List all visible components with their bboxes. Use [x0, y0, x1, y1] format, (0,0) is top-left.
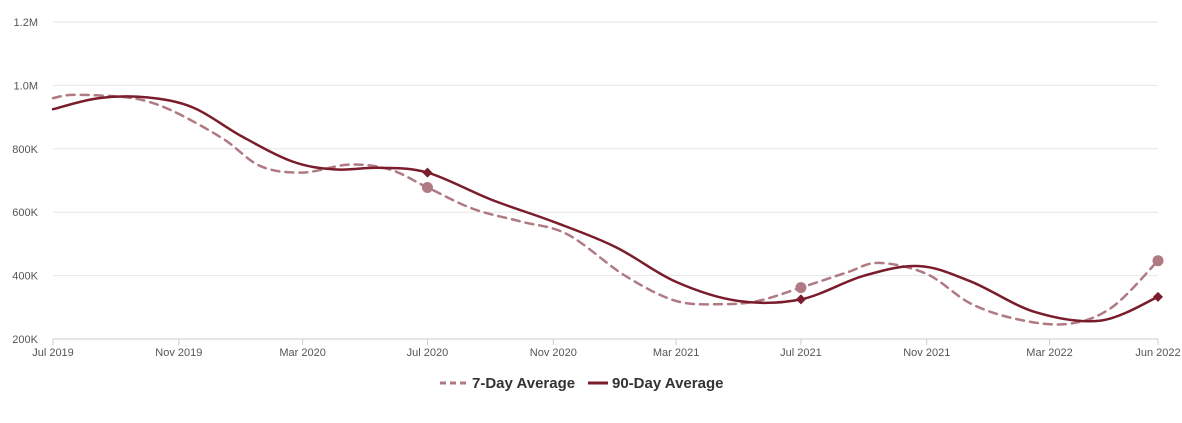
x-tick-label: Mar 2020: [279, 347, 325, 359]
x-tick-label: Jun 2022: [1135, 347, 1180, 359]
legend: 7-Day Average 90-Day Average: [440, 375, 723, 392]
point-marker-7-day-average[interactable]: [795, 282, 807, 294]
y-tick-label: 800K: [12, 144, 38, 156]
y-tick-label: 200K: [12, 334, 38, 346]
series-line-90-day-average[interactable]: [51, 95, 1160, 323]
y-tick-label: 600K: [12, 207, 38, 219]
x-tick-label: Nov 2020: [530, 347, 577, 359]
axes: 200K 400K 600K 800K 1.0M 1.2M Jul 2019 Nov 2019…: [12, 17, 1180, 359]
legend-item-90-day-average[interactable]: 90-Day Average: [588, 375, 723, 392]
legend-label-90-day-average: 90-Day Average: [612, 375, 723, 392]
x-tick-label: Mar 2022: [1026, 347, 1072, 359]
x-tick-label: Jul 2021: [780, 347, 822, 359]
legend-item-7-day-average[interactable]: 7-Day Average: [440, 375, 575, 392]
series-line-7-day-average[interactable]: [51, 93, 1160, 326]
x-tick-label: Jul 2019: [32, 347, 74, 359]
y-tick-label: 1.0M: [14, 80, 38, 92]
y-tick-label: 400K: [12, 271, 38, 283]
series-lines: [51, 93, 1160, 326]
point-marker-7-day-average[interactable]: [421, 181, 433, 193]
point-marker-90-day-average[interactable]: [1153, 291, 1163, 302]
legend-label-7-day-average: 7-Day Average: [472, 375, 575, 392]
point-marker-90-day-average[interactable]: [422, 167, 433, 178]
series-markers: [421, 167, 1164, 305]
x-tick-label: Nov 2019: [155, 347, 202, 359]
y-tick-label: 1.2M: [14, 17, 38, 29]
x-tick-label: Jul 2020: [407, 347, 449, 359]
point-marker-90-day-average[interactable]: [795, 294, 806, 305]
gridlines: [53, 21, 1158, 277]
x-tick-label: Nov 2021: [903, 347, 950, 359]
point-marker-7-day-average[interactable]: [1152, 255, 1164, 267]
x-tick-label: Mar 2021: [653, 347, 699, 359]
